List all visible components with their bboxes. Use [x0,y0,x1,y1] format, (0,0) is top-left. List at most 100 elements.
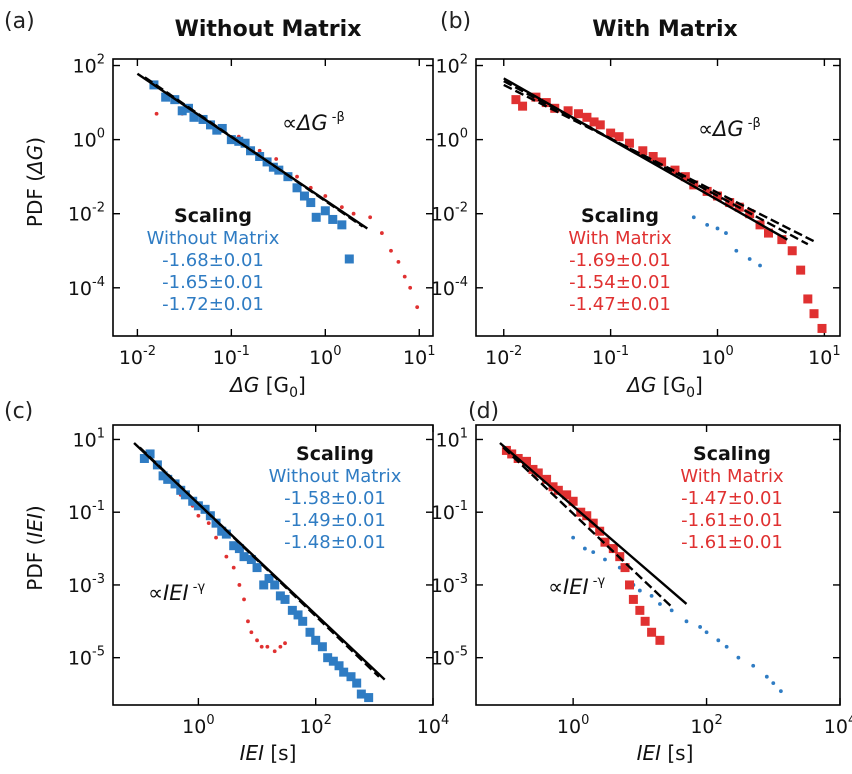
panel-a-data [136,72,420,310]
panel-a-square-point [337,220,347,230]
panel-d-y-tick-label: 10-1 [431,499,468,524]
panel-c-square-point [264,574,274,584]
panel-c-square-point [311,635,321,645]
panel-d-square-point [647,627,657,637]
panel-d-square-point [548,482,558,492]
panel-d-y-tick-label: 10-3 [431,572,468,597]
panel-c-x-tick-label: 104 [417,713,449,738]
panel-a-square-point [226,135,236,145]
panel-b-square-point [563,106,573,116]
panel-a-square-point [161,92,171,102]
panel-d-x-tick-label: 100 [557,713,589,738]
panel-d-x-tick-label: 102 [690,713,722,738]
panel-d-scaling-title: Scaling [693,443,771,465]
panel-a-square-point [344,254,354,264]
panel-b-y-tick-label: 100 [436,127,468,152]
panel-a-x-tick-label: 10-1 [213,344,250,369]
panel-a-scaling-value: -1.72±0.01 [162,294,264,315]
panel-b-square-point [670,165,680,175]
panel-c-y-tick-label: 101 [73,426,105,451]
panel-d-dot-point [684,619,689,624]
panel-c-square-point [317,642,327,652]
panel-b-y-tick-label: 10-4 [431,275,468,300]
panel-b-square-point [511,95,521,105]
panel-a-y-tick-label: 100 [73,127,105,152]
panel-b-square-point [624,138,634,148]
panel-c-square-point [328,656,338,666]
panel-a-dot-point [339,205,344,210]
panel-label-b: (b) [440,9,471,34]
panel-c-fit-line [133,442,386,681]
panel-d-square-point [582,511,592,521]
panel-a-square-point [217,123,227,133]
panel-b-square-point [582,112,592,122]
panel-b-square-point [787,246,797,256]
powerlaw-annotation-d: ∝IEI -γ [548,574,605,599]
panel-b-square-point [614,132,624,142]
panel-d-square-point [655,635,665,645]
x-axis-label-d: IEI [s] [637,741,694,765]
panel-b-square-point [589,117,599,127]
panel-d-scaling-value: -1.61±0.01 [681,532,783,553]
panel-c-scaling-value: -1.58±0.01 [284,488,386,509]
panel-c-fit-line [138,446,380,678]
panel-c-dot-point [265,644,270,649]
panel-a-square-point [189,112,199,122]
panel-d-square-point [640,616,650,626]
panel-d-dot-point [778,689,783,694]
panel-c-square-point [211,518,221,528]
panel-c-square-point [221,529,231,539]
panel-b-square-point [638,146,648,156]
panel-c-dot-point [255,638,259,643]
panel-d-dot-point [771,681,776,686]
panel-c-scaling-value: -1.49±0.01 [284,510,386,531]
panel-d-square-point [620,563,630,573]
panel-b-y-tick-label: 102 [436,53,468,78]
panel-d-scaling-value: -1.47±0.01 [681,488,783,509]
panel-a-dot-point [295,174,299,179]
panel-b-dot-point [691,215,696,220]
panel-c-x-tick-label: 100 [182,713,214,738]
panel-d-dot-point [704,630,709,635]
panel-d-square-point [553,485,563,495]
panel-d-y-tick-label: 101 [436,426,468,451]
panel-b-dot-point [734,248,739,253]
panel-a-fit-line [144,76,364,228]
panel-c-square-point [356,689,366,699]
panel-d-square-point [542,474,552,484]
panel-b-square-point [573,109,583,119]
panel-a-dot-point [323,194,328,198]
panel-d-dot-point [751,663,756,668]
panel-d-dot-point [716,638,721,643]
panel-c-scaling-title: Scaling [296,443,374,465]
panel-a-square-point [311,212,321,222]
panel-a-scaling-value: -1.65±0.01 [162,272,264,293]
powerlaw-annotation-a: ∝ΔG -β [282,110,345,135]
panel-label-c: (c) [4,399,33,424]
panel-c-dot-point [246,619,250,624]
panel-a-square-point [198,114,208,124]
panel-c-square-point [334,661,344,671]
panel-c-square-point [158,471,168,481]
panel-a-x-tick-label: 100 [309,344,341,369]
panel-c-square-point [305,627,315,637]
panel-a-dot-point [408,285,413,290]
panel-c-scaling-value: -1.48±0.01 [284,532,386,553]
panel-a-dot-point [415,305,420,310]
panel-a-square-point [299,191,309,201]
panel-c-dot-point [237,583,242,587]
panel-d-data [499,442,783,694]
panel-d-dot-point [637,588,642,593]
panel-a-square-point [292,183,302,193]
panel-d-y-tick-label: 10-5 [431,645,468,670]
panel-c-y-tick-label: 10-1 [68,499,105,524]
panel-b-dot-point [724,231,728,235]
column-title-without-matrix: Without Matrix [175,17,362,42]
panel-c-square-point [270,580,280,590]
panel-b-y-tick-label: 10-2 [431,201,468,226]
panel-a-square-point [206,120,216,130]
panel-d-square-point [528,464,538,474]
panel-d-dot-point [658,602,662,606]
panel-a-dot-point [396,260,401,264]
panel-d-dot-point [571,535,576,540]
